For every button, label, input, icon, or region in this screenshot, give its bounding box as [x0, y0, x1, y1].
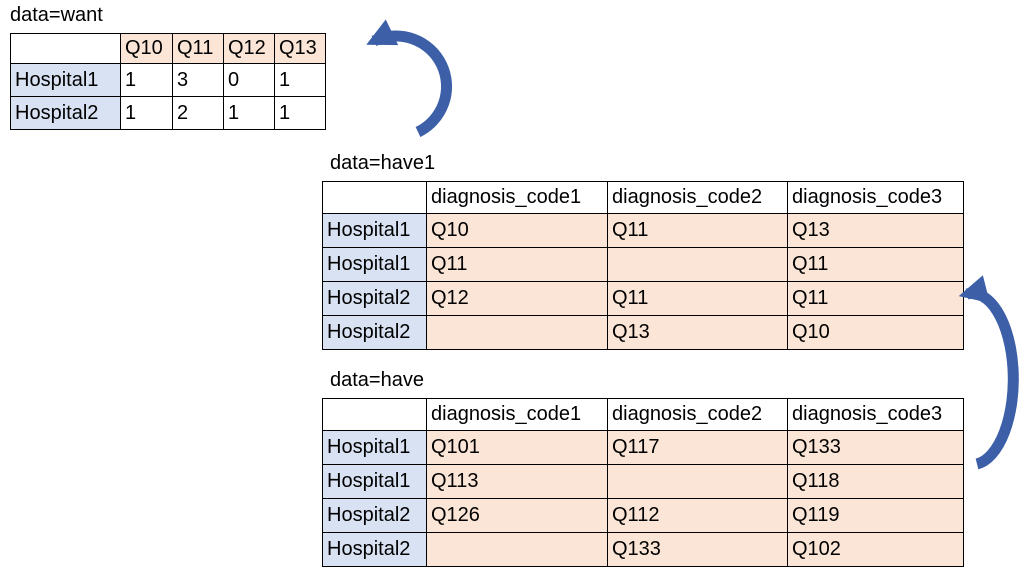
column-header: Q11 [172, 33, 224, 64]
table-cell: Q12 [426, 281, 608, 316]
table-cell: 1 [223, 96, 275, 130]
table-cell: Q13 [607, 315, 788, 350]
row-label: Hospital2 [322, 498, 427, 533]
table-cell: Q10 [787, 315, 964, 350]
curved-arrow-up-icon [958, 275, 1019, 470]
table-have1: diagnosis_code1 diagnosis_code2 diagnosis_… [322, 181, 964, 350]
table-row: Hospital2 Q126 Q112 Q119 [322, 498, 964, 533]
curved-arrow-up-left-icon [366, 19, 452, 137]
row-label: Hospital2 [10, 96, 121, 130]
table-header-row: diagnosis_code1 diagnosis_code2 diagnosis_… [322, 398, 964, 431]
table-row: Hospital2 Q133 Q102 [322, 532, 964, 567]
table-cell: Q126 [426, 498, 608, 533]
table-cell: Q11 [787, 247, 964, 282]
table-cell: 0 [223, 63, 275, 97]
column-header: Q12 [223, 33, 275, 64]
table-cell: Q112 [607, 498, 788, 533]
table-cell: Q10 [426, 213, 608, 248]
table-cell: Q11 [607, 213, 788, 248]
column-header: diagnosis_code1 [426, 181, 608, 214]
table-cell: Q118 [787, 464, 964, 499]
table-cell: Q133 [607, 532, 788, 567]
corner-cell [322, 181, 427, 214]
column-header: diagnosis_code2 [607, 181, 788, 214]
table-row: Hospital2 1 2 1 1 [10, 96, 326, 130]
table-cell: 1 [120, 96, 173, 130]
table-cell: Q133 [787, 430, 964, 465]
column-header: diagnosis_code3 [787, 398, 964, 431]
table-row: Hospital1 Q11 Q11 [322, 247, 964, 282]
table-cell [426, 532, 608, 567]
table-cell [426, 315, 608, 350]
table-title-want: data=want [10, 4, 103, 26]
table-row: Hospital2 Q13 Q10 [322, 315, 964, 350]
table-row: Hospital1 Q10 Q11 Q13 [322, 213, 964, 248]
table-want: Q10 Q11 Q12 Q13 Hospital1 1 3 0 1 Hospital2 1 2 1 1 [10, 33, 326, 130]
table-cell: Q117 [607, 430, 788, 465]
table-cell: 1 [120, 63, 173, 97]
table-cell: Q102 [787, 532, 964, 567]
table-have: diagnosis_code1 diagnosis_code2 diagnosis_… [322, 398, 964, 567]
table-cell: Q119 [787, 498, 964, 533]
table-cell: 1 [274, 63, 326, 97]
table-title-have1: data=have1 [330, 152, 436, 174]
table-title-have: data=have [330, 369, 424, 391]
corner-cell [322, 398, 427, 431]
row-label: Hospital2 [322, 315, 427, 350]
column-header: Q10 [120, 33, 173, 64]
table-cell: Q11 [426, 247, 608, 282]
table-header-row: diagnosis_code1 diagnosis_code2 diagnosis_… [322, 181, 964, 214]
column-header: diagnosis_code2 [607, 398, 788, 431]
table-row: Hospital1 1 3 0 1 [10, 63, 326, 97]
table-row: Hospital1 Q101 Q117 Q133 [322, 430, 964, 465]
column-header: diagnosis_code3 [787, 181, 964, 214]
row-label: Hospital1 [322, 213, 427, 248]
row-label: Hospital1 [322, 430, 427, 465]
table-cell: Q11 [607, 281, 788, 316]
table-cell: 3 [172, 63, 224, 97]
row-label: Hospital1 [10, 63, 121, 97]
column-header: diagnosis_code1 [426, 398, 608, 431]
table-cell [607, 247, 788, 282]
table-row: Hospital1 Q113 Q118 [322, 464, 964, 499]
table-cell: Q113 [426, 464, 608, 499]
table-cell: Q13 [787, 213, 964, 248]
row-label: Hospital2 [322, 532, 427, 567]
column-header: Q13 [274, 33, 326, 64]
table-cell: Q101 [426, 430, 608, 465]
corner-cell [10, 33, 121, 64]
table-header-row: Q10 Q11 Q12 Q13 [10, 33, 326, 64]
table-cell: 2 [172, 96, 224, 130]
table-cell: 1 [274, 96, 326, 130]
row-label: Hospital1 [322, 247, 427, 282]
row-label: Hospital2 [322, 281, 427, 316]
table-row: Hospital2 Q12 Q11 Q11 [322, 281, 964, 316]
table-cell: Q11 [787, 281, 964, 316]
table-cell [607, 464, 788, 499]
row-label: Hospital1 [322, 464, 427, 499]
